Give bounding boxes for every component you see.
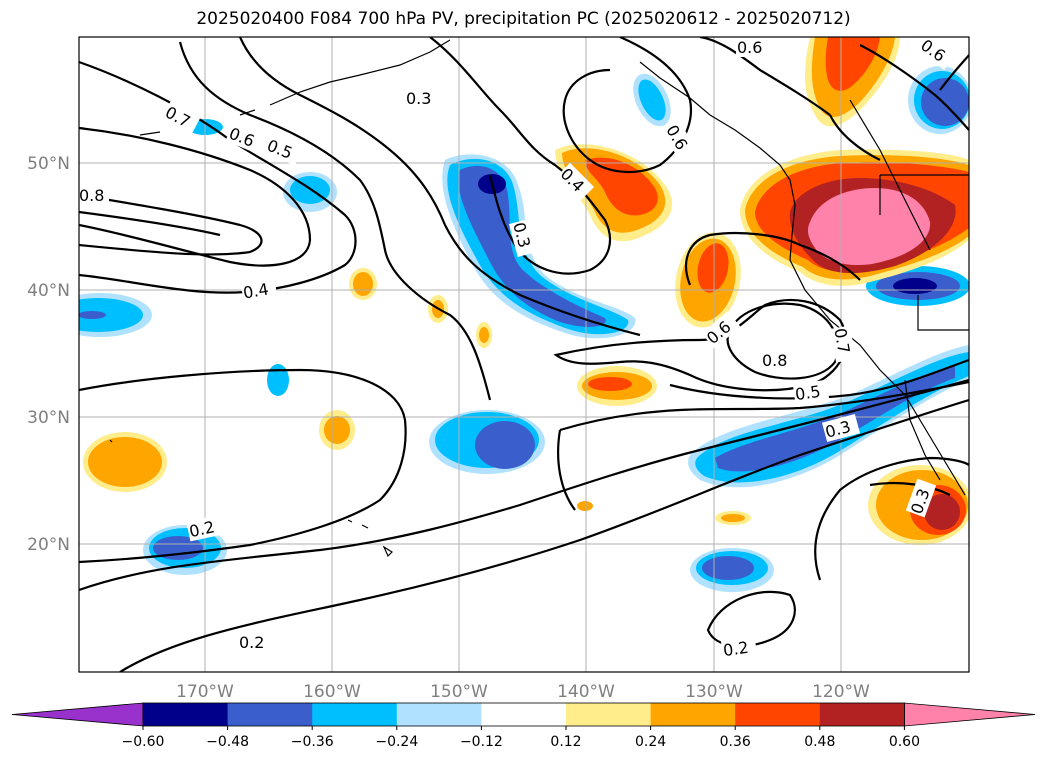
shade-blob <box>475 421 535 469</box>
colorbar-tick-label: 0.12 <box>550 734 581 750</box>
shade-blob <box>79 298 143 332</box>
colorbar-tick-label: 0.48 <box>804 734 835 750</box>
shade-blob <box>702 556 754 580</box>
shade-blob <box>825 37 880 91</box>
shade-blob <box>267 364 289 396</box>
shade-blob <box>88 437 162 487</box>
colorbar-tick-label: 0.60 <box>889 734 920 750</box>
shade-blob <box>893 278 937 294</box>
colorbar-tick-label: −0.60 <box>122 734 165 750</box>
shade-blob <box>924 494 960 530</box>
lon-label: 150°W <box>430 682 488 702</box>
map-title: 2025020400 F084 700 hPa PV, precipitatio… <box>196 9 851 29</box>
colorbar: −0.60 −0.48 −0.36 −0.24 −0.12 0.12 0.24 0.36 0.4… <box>11 702 1036 750</box>
lon-label: 120°W <box>812 682 870 702</box>
colorbar-segment <box>481 703 567 726</box>
contour-label: 0.8 <box>762 351 787 370</box>
shade-blob <box>458 165 606 327</box>
contour-label: 0.2 <box>239 633 264 652</box>
colorbar-tick-label: −0.12 <box>460 734 503 750</box>
contour-label: 0.2 <box>722 638 750 660</box>
contour-label: 0.5 <box>794 382 822 404</box>
shade-blob <box>479 327 489 343</box>
colorbar-segment <box>735 703 821 726</box>
map-frame <box>78 36 970 673</box>
colorbar-tick-label: −0.36 <box>291 734 334 750</box>
lon-label: 170°W <box>176 682 234 702</box>
shade-blob <box>721 514 745 522</box>
colorbar-tick-label: −0.48 <box>206 734 249 750</box>
shade-blob <box>807 188 931 266</box>
colorbar-segment <box>312 703 398 726</box>
latitude-labels: 50°N 40°N 30°N 20°N <box>27 154 70 555</box>
shade-blob <box>153 536 203 560</box>
shade-blob <box>324 416 350 444</box>
colorbar-segment <box>143 703 229 726</box>
shade-blob <box>638 79 666 121</box>
colorbar-tick-label: 0.36 <box>720 734 751 750</box>
shade-blob <box>715 366 955 472</box>
contour-label: 0.2 <box>187 517 216 541</box>
colorbar-segment <box>227 703 313 726</box>
lon-label: 160°W <box>303 682 361 702</box>
shade-blob <box>697 243 729 293</box>
colorbar-outline <box>142 702 905 727</box>
graticule <box>79 37 969 672</box>
contour-label: 0.3 <box>406 89 431 108</box>
lat-label: 20°N <box>27 535 70 555</box>
colorbar-segment <box>396 703 482 726</box>
shade-blob <box>921 78 969 126</box>
contour-label: 0.4 <box>242 279 270 302</box>
longitude-labels: 170°W 160°W 150°W 140°W 130°W 120°W <box>176 682 870 702</box>
lat-label: 50°N <box>27 154 70 174</box>
map-plot-area: 0.6 0.6 0.3 0.7 0.6 0.5 0.8 0.4 0.6 0.4 … <box>78 36 970 673</box>
colorbar-segment <box>819 703 905 726</box>
colorbar-tick-label: 0.24 <box>635 734 666 750</box>
shade-blob <box>353 272 373 296</box>
shade-blob <box>588 377 632 391</box>
colorbar-extend-max <box>904 702 1036 727</box>
contour-label: 0.8 <box>79 186 104 205</box>
colorbar-segment <box>566 703 652 726</box>
shade-blob <box>577 501 593 511</box>
contour-label: 0.6 <box>737 38 762 57</box>
lat-label: 40°N <box>27 281 70 301</box>
colorbar-segment <box>650 703 736 726</box>
lon-label: 140°W <box>557 682 615 702</box>
contour-label: 0.7 <box>830 327 853 355</box>
lon-label: 130°W <box>685 682 743 702</box>
lat-label: 30°N <box>27 408 70 428</box>
colorbar-tick-label: −0.24 <box>375 734 418 750</box>
colorbar-extend-min <box>11 702 144 727</box>
contour-labels: 0.6 0.6 0.3 0.7 0.6 0.5 0.8 0.4 0.6 0.4 … <box>79 37 956 661</box>
shade-blob <box>79 311 106 319</box>
